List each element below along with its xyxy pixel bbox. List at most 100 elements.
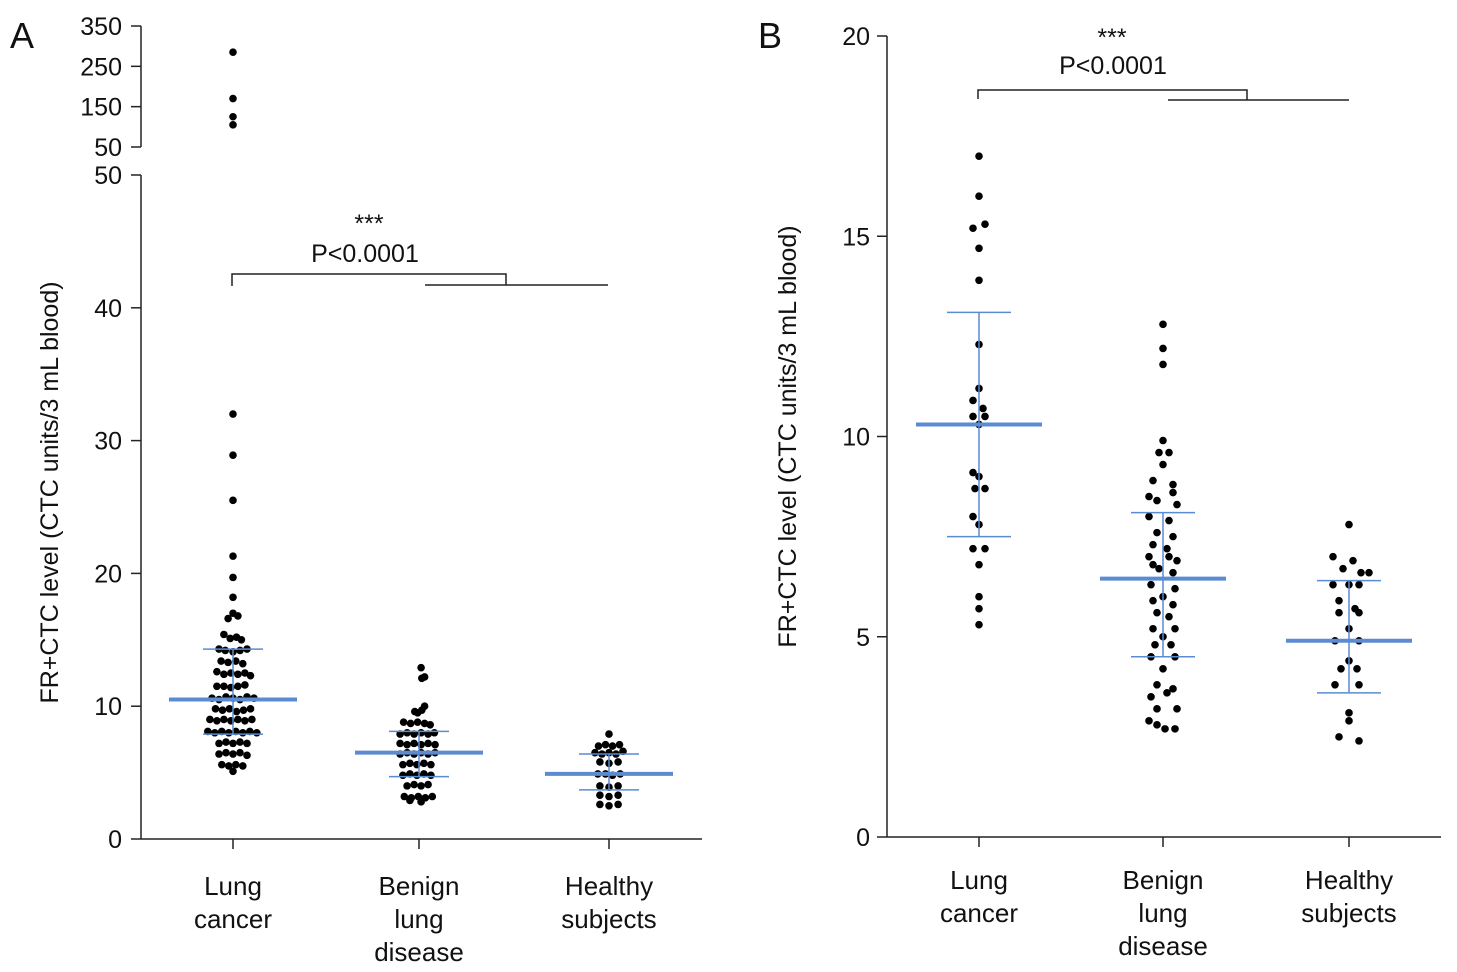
panel-label: B	[758, 15, 782, 56]
data-point	[1339, 564, 1347, 573]
x-tick-label: cancer	[940, 898, 1018, 928]
data-point	[981, 544, 989, 553]
data-point	[229, 496, 237, 505]
data-point	[981, 220, 989, 229]
data-point	[1153, 496, 1161, 505]
data-point	[232, 707, 241, 716]
panel-b: B 0 5 10 15 20 FR+CTC level (CTC units/3 mL bl…	[758, 15, 1441, 961]
data-point	[220, 670, 228, 679]
data-point	[229, 48, 237, 57]
data-point	[969, 512, 977, 521]
data-point	[1349, 556, 1357, 565]
data-point	[596, 782, 604, 790]
data-point	[975, 192, 983, 200]
data-point	[975, 560, 983, 569]
data-point	[239, 762, 247, 770]
data-point	[1153, 705, 1161, 713]
data-point	[215, 739, 223, 748]
data-point	[1169, 532, 1177, 541]
data-point	[1159, 320, 1167, 329]
x-tick-label: Benign	[1123, 865, 1204, 895]
data-point	[1153, 528, 1161, 537]
data-point	[399, 760, 407, 769]
data-point	[605, 730, 613, 738]
y-tick-label: 10	[94, 693, 122, 721]
data-point	[1155, 448, 1163, 457]
data-point	[1335, 733, 1343, 741]
data-point	[1153, 681, 1161, 689]
data-point	[1145, 717, 1153, 725]
data-point	[229, 112, 237, 121]
data-point	[1153, 721, 1161, 729]
data-point	[614, 758, 622, 766]
data-point	[234, 715, 242, 724]
data-point	[1167, 640, 1175, 649]
data-point	[614, 791, 622, 799]
data-point	[614, 782, 622, 790]
data-point	[1149, 560, 1157, 569]
data-point	[204, 727, 212, 736]
data-point	[1169, 488, 1177, 497]
data-point	[410, 780, 418, 789]
data-point	[221, 646, 230, 655]
data-point	[232, 760, 240, 769]
y-tick-label: 0	[108, 826, 122, 854]
data-point	[420, 702, 429, 710]
data-point	[1355, 681, 1363, 689]
data-point	[218, 706, 227, 714]
data-point	[1355, 737, 1363, 745]
data-point	[229, 94, 237, 103]
data-point	[220, 715, 228, 724]
x-tick-label: Benign	[379, 871, 460, 901]
data-point	[418, 674, 426, 683]
data-point	[1169, 568, 1177, 577]
data-point	[220, 682, 228, 691]
data-point	[1171, 725, 1179, 733]
x-tick-label: subjects	[561, 904, 656, 934]
significance-bracket	[977, 89, 1248, 100]
data-point	[410, 730, 418, 738]
data-point	[975, 592, 983, 601]
data-point	[229, 573, 237, 582]
data-point	[1147, 580, 1155, 589]
data-point	[426, 720, 435, 729]
data-point	[229, 410, 237, 418]
data-point	[1159, 360, 1167, 369]
data-point	[601, 740, 610, 749]
data-point	[1163, 689, 1171, 697]
data-point	[399, 718, 408, 726]
data-point	[1335, 596, 1343, 605]
y-tick-label-break: 50	[94, 134, 122, 162]
data-point	[608, 742, 617, 750]
data-point	[969, 412, 977, 421]
data-point	[239, 728, 247, 737]
data-point	[1355, 580, 1363, 589]
data-point	[211, 705, 220, 713]
data-point	[596, 800, 604, 809]
x-tick-label: disease	[1118, 931, 1208, 961]
data-point	[403, 740, 411, 749]
data-point	[981, 412, 989, 421]
data-point	[969, 396, 977, 405]
data-point	[243, 751, 251, 760]
data-point	[406, 796, 414, 805]
data-point	[1173, 500, 1181, 509]
data-point	[417, 798, 425, 806]
data-point	[969, 468, 977, 477]
data-point	[971, 484, 979, 493]
data-point	[1163, 544, 1171, 553]
data-point	[232, 727, 240, 736]
data-point	[1147, 693, 1155, 701]
data-point	[591, 748, 599, 757]
data-point	[236, 748, 244, 757]
data-point	[431, 740, 439, 749]
data-point	[246, 727, 254, 736]
data-point	[1159, 460, 1167, 469]
data-point	[226, 634, 234, 643]
data-point	[1165, 516, 1173, 525]
data-point	[400, 792, 409, 801]
data-point	[975, 620, 983, 629]
data-point	[1331, 681, 1339, 689]
